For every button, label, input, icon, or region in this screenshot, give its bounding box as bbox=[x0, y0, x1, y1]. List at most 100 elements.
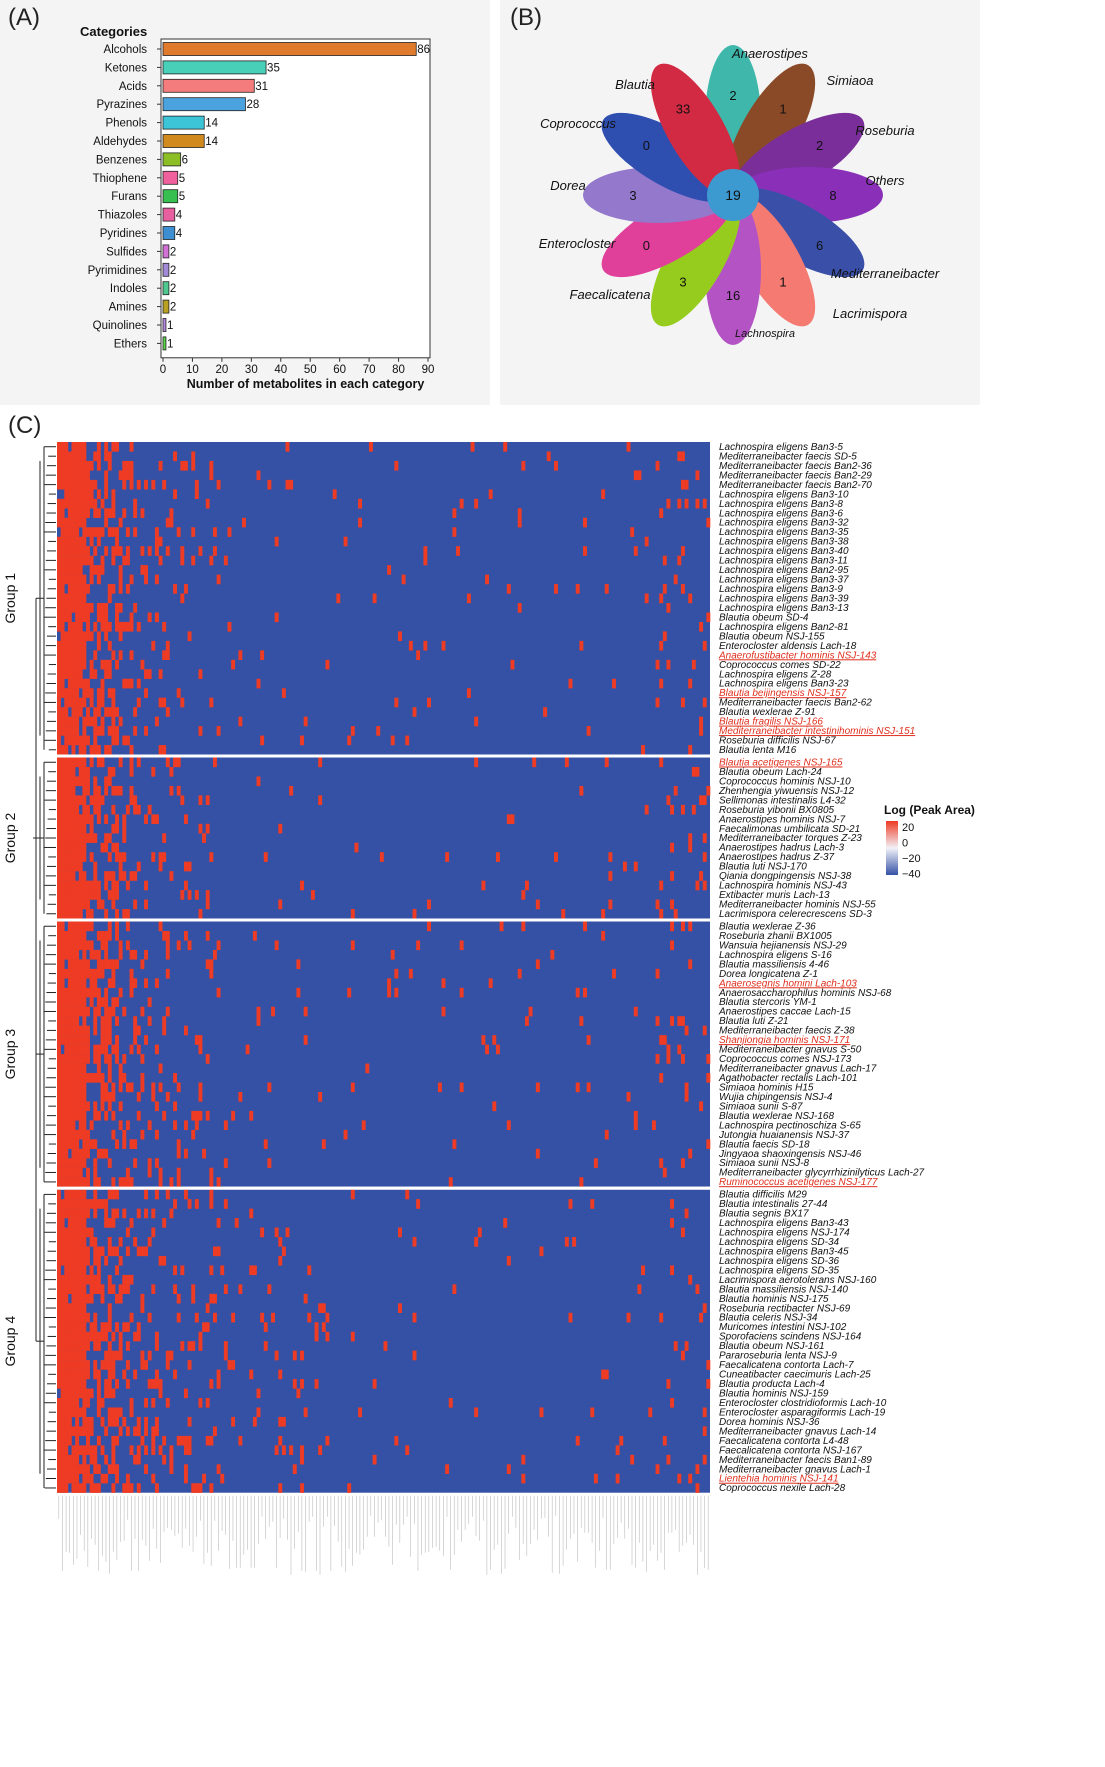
heatmap-cell bbox=[118, 1341, 123, 1351]
heatmap-cell bbox=[267, 479, 272, 490]
heatmap-cell bbox=[111, 1218, 116, 1228]
heatmap-cell bbox=[107, 1312, 112, 1323]
petal-value: 8 bbox=[829, 188, 836, 203]
heatmap-cell bbox=[133, 1237, 138, 1247]
heatmap-cell bbox=[67, 697, 72, 708]
heatmap-cell bbox=[292, 1379, 297, 1389]
row-label: Roseburia rectibacter NSJ-69 bbox=[719, 1303, 851, 1314]
heatmap-cell bbox=[601, 1369, 606, 1380]
heatmap-cell bbox=[60, 899, 65, 910]
heatmap-cell bbox=[93, 804, 98, 815]
heatmap-cell bbox=[165, 949, 170, 960]
heatmap-cell bbox=[151, 1473, 156, 1484]
heatmap-cell bbox=[82, 940, 87, 951]
petal-value: 2 bbox=[729, 88, 736, 103]
heatmap-cell bbox=[78, 697, 83, 708]
heatmap-cell bbox=[111, 489, 116, 500]
heatmap-cell bbox=[64, 1246, 69, 1257]
heatmap-cell bbox=[57, 688, 61, 698]
heatmap-cell bbox=[82, 1016, 87, 1026]
heatmap-cell bbox=[209, 470, 214, 481]
heatmap-cell bbox=[129, 968, 134, 979]
heatmap-cell bbox=[67, 1139, 72, 1149]
row-label: Dorea hominis NSJ-36 bbox=[719, 1417, 820, 1428]
heatmap-cell bbox=[216, 987, 221, 998]
heatmap-cell bbox=[96, 785, 101, 796]
heatmap-cell bbox=[89, 697, 94, 708]
heatmap-cell bbox=[485, 1044, 490, 1055]
heatmap-cell bbox=[89, 1073, 94, 1083]
heatmap-cell bbox=[60, 1407, 65, 1418]
petal-label: Anaerostipes bbox=[731, 46, 808, 61]
heatmap-cell bbox=[67, 470, 72, 481]
heatmap-cell bbox=[57, 861, 61, 872]
heatmap-cell bbox=[60, 555, 65, 566]
heatmap-cell bbox=[71, 852, 76, 862]
heatmap-cell bbox=[82, 631, 87, 642]
heatmap-cell bbox=[125, 1120, 130, 1131]
heatmap-cell bbox=[64, 1167, 69, 1178]
heatmap-cell bbox=[267, 1158, 272, 1168]
heatmap-cell bbox=[688, 959, 693, 970]
heatmap-cell bbox=[107, 1360, 112, 1370]
category-label: Acids bbox=[119, 81, 147, 93]
heatmap-cell bbox=[104, 880, 109, 891]
heatmap-cell bbox=[100, 678, 105, 689]
heatmap-cell bbox=[699, 871, 704, 881]
heatmap-cell bbox=[144, 669, 148, 679]
heatmap-cell bbox=[86, 987, 90, 998]
heatmap-cell bbox=[89, 890, 94, 900]
heatmap-cell bbox=[162, 1025, 167, 1036]
heatmap-cell bbox=[670, 1398, 675, 1408]
heatmap-cell bbox=[67, 650, 72, 661]
heatmap-cell bbox=[144, 574, 148, 585]
heatmap-cell bbox=[71, 795, 76, 806]
heatmap-cell bbox=[82, 968, 87, 979]
heatmap-cell bbox=[136, 1483, 141, 1493]
heatmap-cell bbox=[118, 1073, 123, 1083]
heatmap-cell bbox=[125, 1379, 130, 1389]
heatmap-cell bbox=[107, 1063, 112, 1074]
heatmap-cell bbox=[75, 517, 80, 528]
heatmap-cell bbox=[354, 842, 359, 853]
heatmap-cell bbox=[100, 940, 105, 951]
heatmap-cell bbox=[680, 921, 685, 932]
heatmap-cell bbox=[572, 1237, 577, 1247]
heatmap-cell bbox=[133, 1139, 138, 1149]
heatmap-cell bbox=[115, 1246, 119, 1257]
heatmap-cell bbox=[93, 968, 98, 979]
heatmap-cell bbox=[666, 1454, 671, 1465]
heatmap-cell bbox=[93, 650, 98, 661]
heatmap-cell bbox=[100, 1293, 105, 1304]
heatmap-cell bbox=[71, 735, 76, 746]
heatmap-cell bbox=[89, 669, 94, 679]
heatmap-row bbox=[57, 949, 555, 960]
heatmap-cell bbox=[82, 1091, 87, 1102]
heatmap-cell bbox=[695, 1483, 700, 1493]
data-label: 6 bbox=[182, 154, 188, 166]
heatmap-cell bbox=[82, 584, 87, 594]
heatmap-cell bbox=[93, 451, 98, 462]
heatmap-cell bbox=[60, 1208, 65, 1219]
heatmap-cell bbox=[60, 1454, 65, 1465]
heatmap-cell bbox=[104, 1054, 109, 1064]
heatmap-cell bbox=[67, 555, 72, 566]
heatmap-cell bbox=[118, 1237, 123, 1247]
heatmap-cell bbox=[67, 1044, 72, 1055]
heatmap-cell bbox=[205, 823, 210, 834]
heatmap-cell bbox=[111, 842, 116, 853]
heatmap-cell bbox=[125, 1341, 130, 1351]
heatmap-cell bbox=[60, 1369, 65, 1380]
heatmap-cell bbox=[111, 997, 116, 1007]
heatmap-cell bbox=[93, 1369, 98, 1380]
heatmap-cell bbox=[100, 757, 105, 768]
heatmap-cell bbox=[67, 517, 72, 528]
heatmap-cell bbox=[154, 1044, 159, 1055]
heatmap-cell bbox=[144, 814, 148, 824]
heatmap-cell bbox=[64, 1189, 69, 1200]
heatmap-cell bbox=[60, 766, 65, 777]
heatmap-cell bbox=[633, 861, 638, 872]
heatmap-cell bbox=[78, 1006, 83, 1017]
heatmap-cell bbox=[659, 757, 664, 768]
heatmap-cell bbox=[89, 757, 94, 768]
